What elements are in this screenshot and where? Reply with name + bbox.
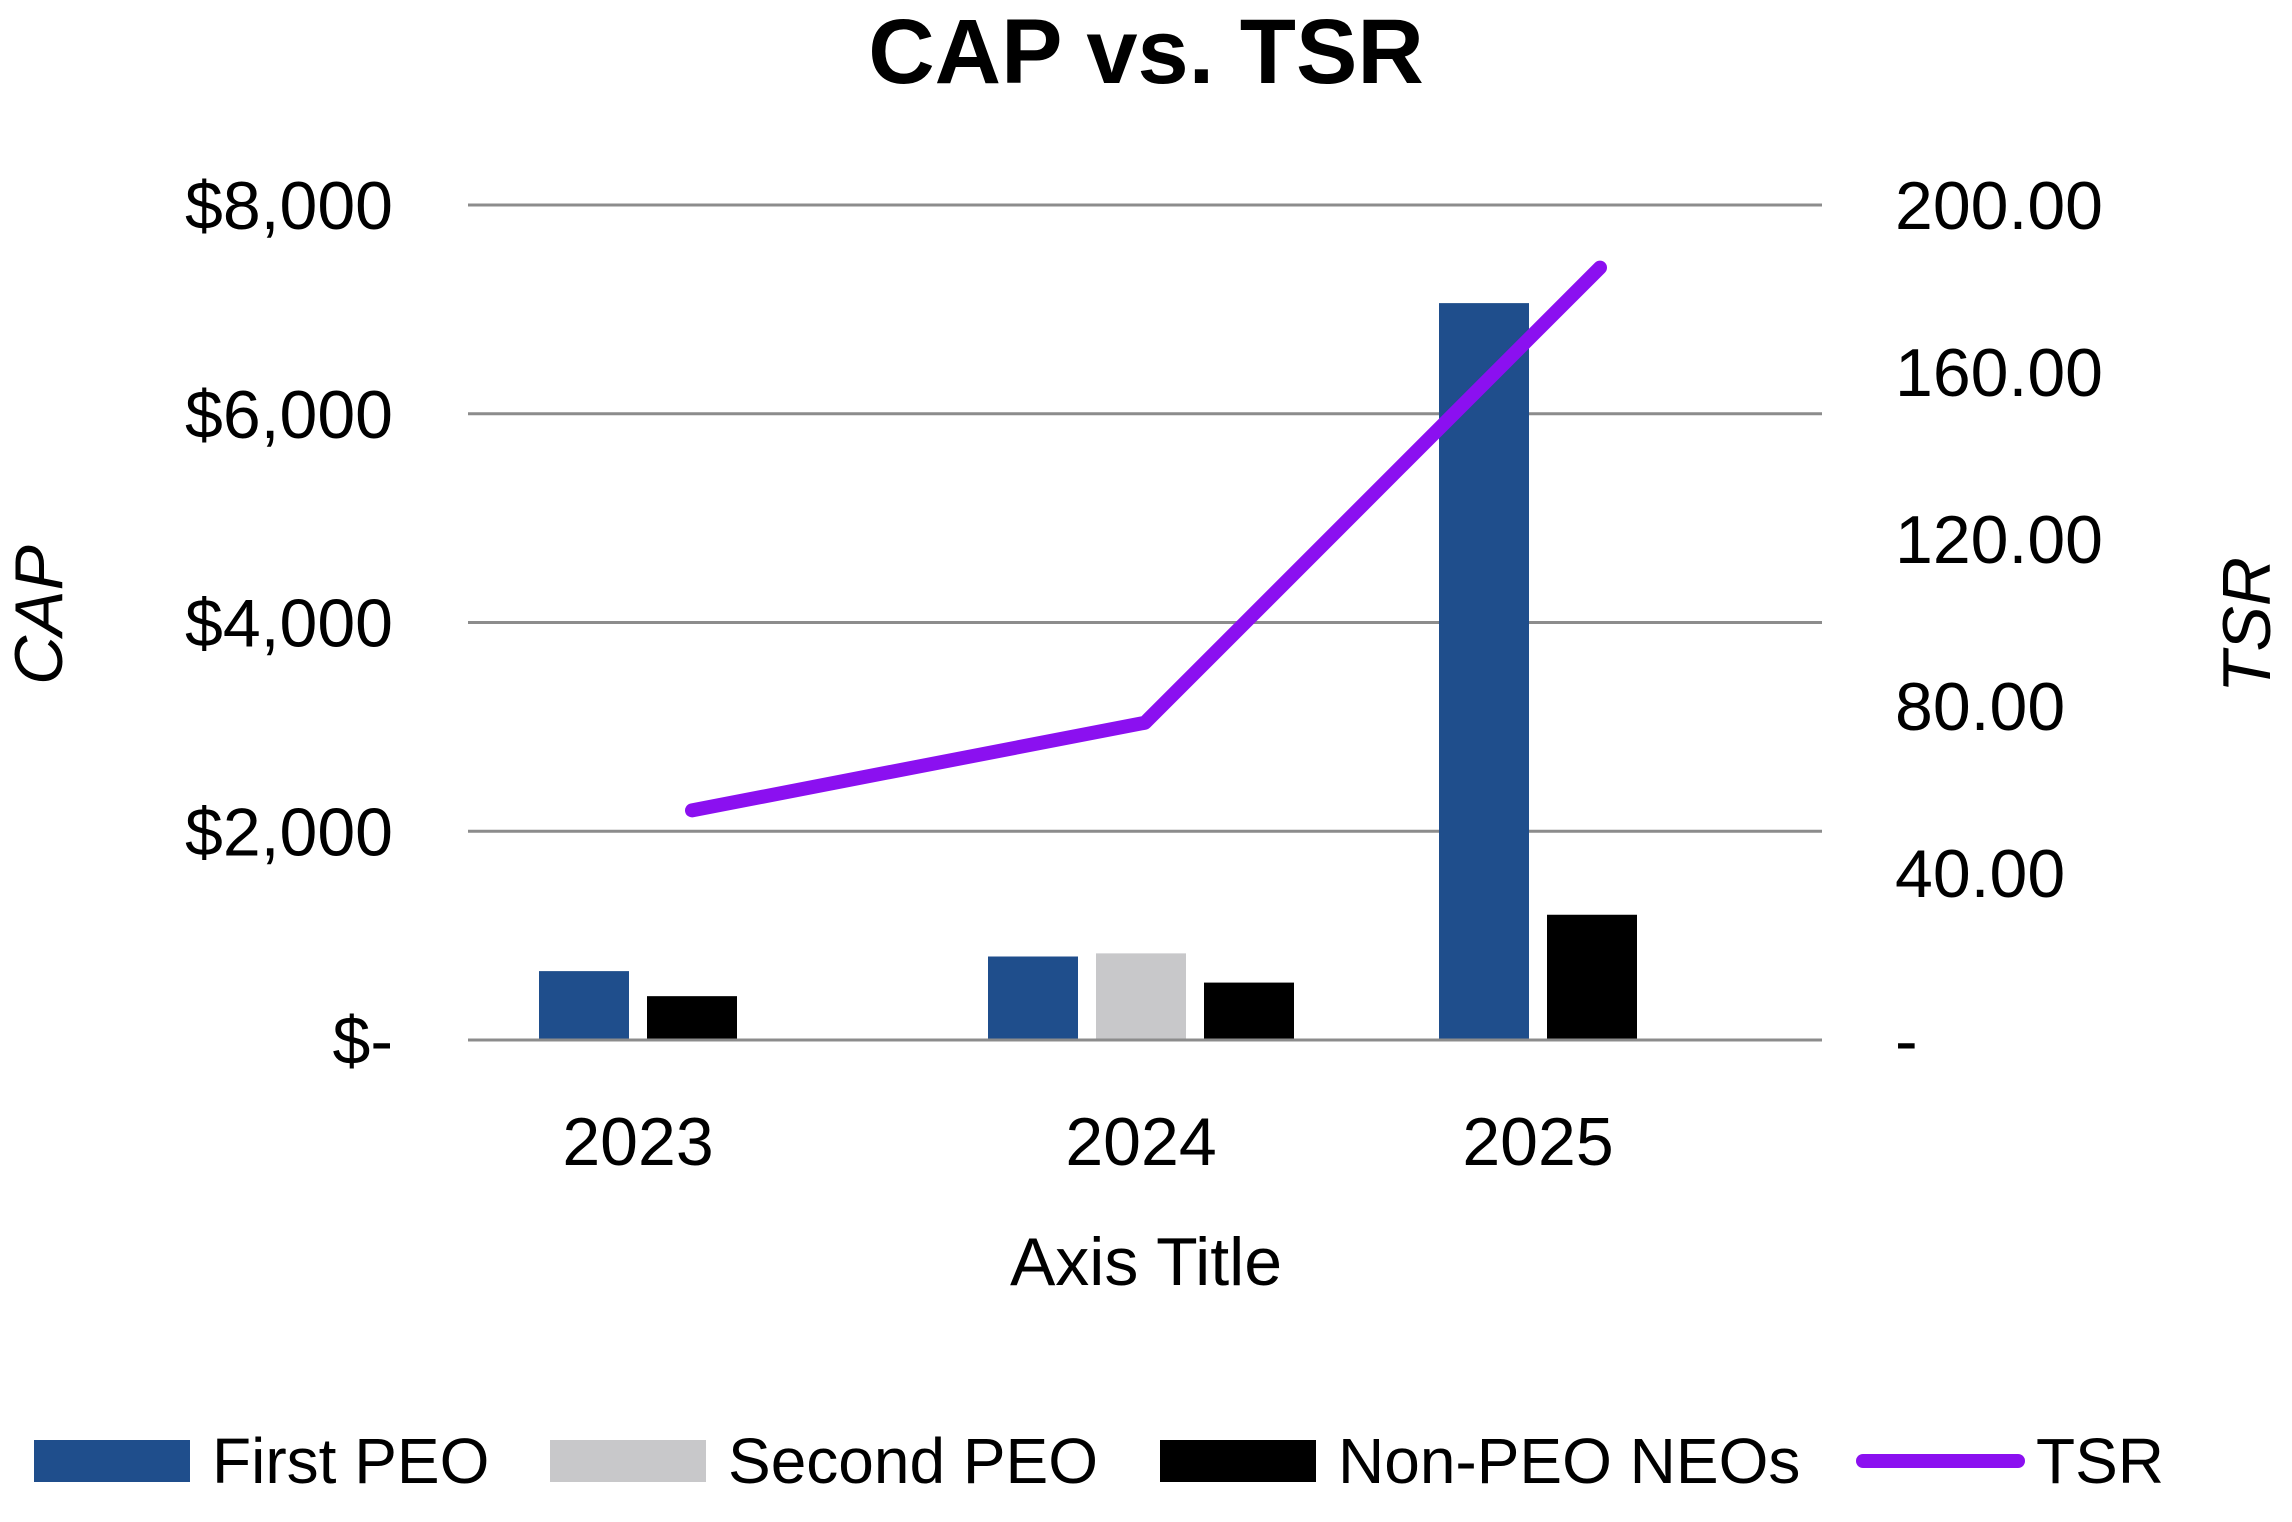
x-tick-label-2023: 2023: [562, 1104, 713, 1180]
bar-non-peo-neos-2025: [1547, 914, 1637, 1040]
x-axis-title: Axis Title: [1010, 1224, 1282, 1300]
legend-label-tsr: TSR: [2036, 1425, 2164, 1497]
right-tick-label-0: -: [1895, 1003, 1918, 1079]
right-tick-label-3: 120.00: [1895, 502, 2103, 578]
legend-swatch-non-peo-neos: [1160, 1440, 1316, 1482]
chart-title: CAP vs. TSR: [868, 1, 1424, 103]
bar-non-peo-neos-2023: [647, 996, 737, 1040]
x-tick-label-2024: 2024: [1065, 1104, 1216, 1180]
bar-first-peo-2024: [988, 956, 1078, 1040]
left-tick-label-4: $8,000: [185, 168, 393, 244]
left-axis-title: CAP: [1, 545, 77, 685]
legend-label-second-peo: Second PEO: [728, 1425, 1098, 1497]
bar-non-peo-neos-2024: [1204, 982, 1294, 1040]
right-axis-ticks: - 40.00 80.00 120.00 160.00 200.00: [1895, 168, 2103, 1079]
right-tick-label-1: 40.00: [1895, 836, 2065, 912]
left-axis-ticks: $- $2,000 $4,000 $6,000 $8,000: [185, 168, 393, 1079]
bar-first-peo-2023: [539, 971, 629, 1040]
bar-second-peo-2024: [1096, 953, 1186, 1040]
left-tick-label-3: $6,000: [185, 377, 393, 453]
tsr-line-layer: [685, 260, 1607, 818]
legend-swatch-second-peo: [550, 1440, 706, 1482]
legend-swatch-first-peo: [34, 1440, 190, 1482]
bars: [468, 303, 1822, 1042]
bar-first-peo-2025: [1439, 303, 1529, 1040]
legend-label-non-peo-neos: Non-PEO NEOs: [1338, 1425, 1800, 1497]
legend-label-first-peo: First PEO: [212, 1425, 489, 1497]
right-tick-label-2: 80.00: [1895, 669, 2065, 745]
x-tick-label-2025: 2025: [1462, 1104, 1613, 1180]
left-tick-label-2: $4,000: [185, 586, 393, 662]
left-tick-label-1: $2,000: [185, 794, 393, 870]
right-tick-label-4: 160.00: [1895, 335, 2103, 411]
left-tick-label-0: $-: [333, 1003, 393, 1079]
x-axis-ticks: 2023 2024 2025: [562, 1104, 1613, 1180]
legend: First PEO Second PEO Non-PEO NEOs TSR: [34, 1425, 2164, 1497]
right-axis-title: TSR: [2209, 557, 2285, 693]
right-tick-label-5: 200.00: [1895, 168, 2103, 244]
